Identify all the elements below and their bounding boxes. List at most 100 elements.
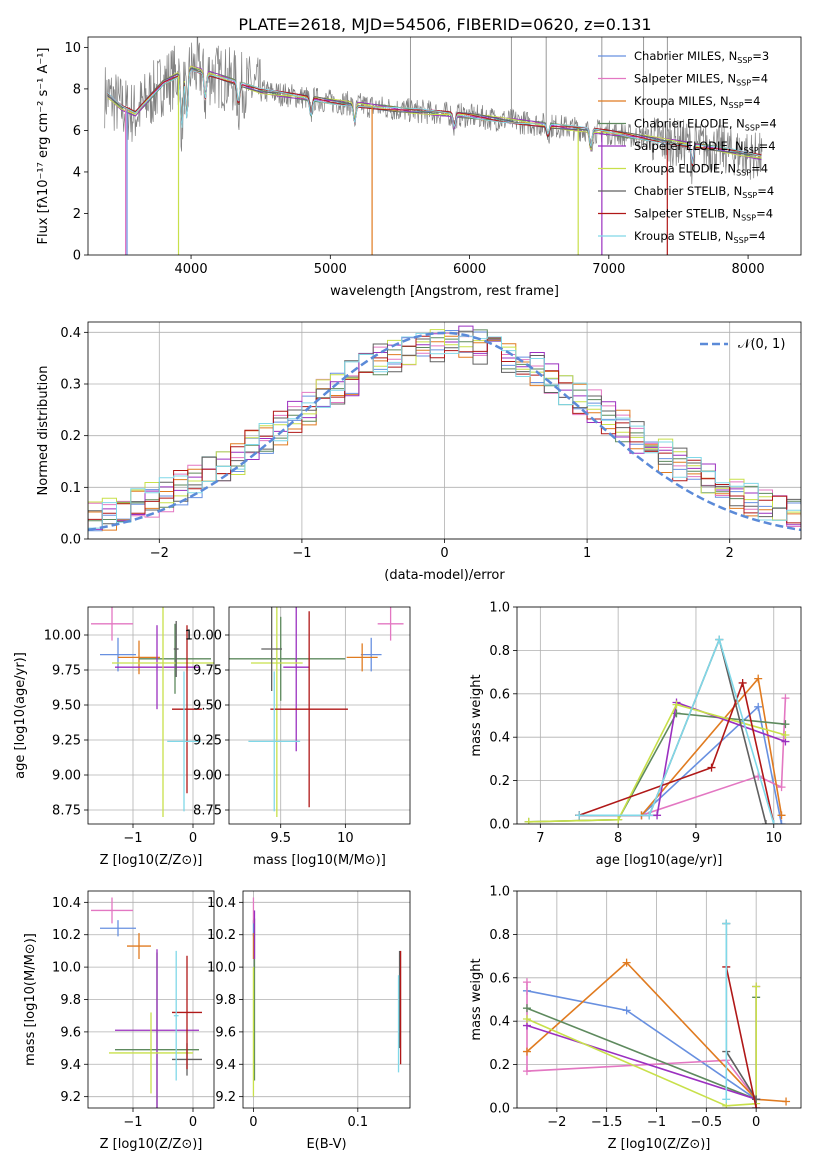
mass-weight-marker [715,635,724,644]
y-tick-label: 10.4 [207,896,236,911]
x-tick-label: 10 [337,831,354,846]
y-tick-label: 9.8 [215,993,236,1008]
x-tick-label: 4000 [175,262,208,277]
x-tick-label: −1.5 [591,1115,623,1130]
mass-weight-marker [522,1047,531,1056]
x-tick-label: 7000 [592,262,625,277]
x-tick-label: 8 [614,831,622,846]
legend-subscript: SSP [736,169,751,178]
x-axis-label: (data-model)/error [384,568,505,583]
legend-value: =4 [756,207,773,221]
mass-weight-marker [782,1097,791,1106]
legend-value: =4 [760,117,777,131]
y-tick-label: 9.75 [193,664,222,679]
mass-weight-marker [622,1006,631,1015]
x-tick-label: 0 [189,831,197,846]
x-tick-label: −1 [647,1115,666,1130]
y-tick-label: 9.25 [52,734,81,749]
y-axis-label: mass [log10(M/M⊙)] [23,933,38,1066]
y-axis-label: mass weight [469,674,484,756]
y-tick-label: 0.3 [60,378,81,393]
y-tick-label: 0.0 [489,818,510,833]
axes-frame [87,890,215,1109]
y-tick-label: 10.2 [52,928,81,943]
mass-weight-marker [522,1067,531,1076]
mass-weight-line [526,990,758,1108]
x-axis-label: mass [log10(M/M⊙)] [253,853,386,868]
y-tick-label: 9.2 [60,1090,81,1105]
mass-weight-marker [672,700,681,709]
y-axis-label: mass weight [469,958,484,1040]
axes-frame [87,36,802,256]
axes-frame [516,890,802,1109]
y-tick-label: 8 [73,82,81,97]
mass-weight-marker [777,811,786,820]
mass-weight-marker [761,820,770,824]
y-tick-label: 0.4 [489,731,510,746]
mass-weight-line [526,982,757,1100]
x-tick-label: 2 [726,546,734,561]
mass-weight-marker [754,674,763,683]
mass-weight-line [526,986,758,1101]
y-tick-label: 0.1 [60,481,81,496]
mass-weight-marker [645,811,654,820]
y-axis-label: age [log10(age/yr)] [13,652,28,779]
y-tick-label: 9.4 [215,1058,236,1073]
legend-label: Kroupa MILES, NSSP=4 [634,94,760,110]
y-tick-label: 9.25 [193,734,222,749]
legend-subscript: SSP [742,191,757,200]
y-tick-label: 0.6 [489,971,510,986]
x-tick-label: −2 [150,546,169,561]
mass-weight-marker [522,1015,531,1024]
y-tick-label: 9.00 [193,769,222,784]
y-tick-label: 9.50 [52,699,81,714]
x-tick-label: −2 [547,1115,566,1130]
spectrum-panel: 4000 5000 6000 7000 8000 0 2 4 6 8 10 wavelength [A… [36,36,802,299]
y-tick-label: 9.6 [60,1025,81,1040]
x-axis-label: Z [log10(Z/Z⊙)] [608,1137,711,1152]
x-axis-label: Z [log10(Z/Z⊙)] [100,853,203,868]
y-tick-label: 10.0 [52,961,81,976]
axes-frame [87,321,802,540]
mass-weight-marker [575,811,584,820]
x-tick-label: 9 [692,831,700,846]
x-axis-label: wavelength [Angstrom, rest frame] [330,284,559,299]
y-tick-label: 10.00 [44,629,81,644]
x-tick-label: 10 [765,831,782,846]
mass-weight-marker [522,1004,531,1013]
legend-subscript: SSP [745,124,760,133]
mass-weight-marker [622,958,631,967]
x-tick-label: 0 [189,1115,197,1130]
spectrum-legend: Chabrier MILES, NSSP=3 Salpeter MILES, NS… [598,49,777,245]
legend-value: =4 [751,72,768,86]
figure-title: PLATE=2618, MJD=54506, FIBERID=0620, z=0… [238,15,651,34]
mass-weight-marker [754,702,763,711]
legend-value: =4 [744,94,761,108]
y-tick-label: 1.0 [489,885,510,900]
mass-weight-line [526,997,758,1101]
x-tick-label: 5000 [314,262,347,277]
mass-weight-line [578,680,775,824]
mass-weight-marker [524,817,533,824]
y-axis-label: Flux [fλ10⁻¹⁷ erg cm⁻² s⁻¹ A⁻¹] [36,48,51,245]
legend-label: Kroupa STELIB, NSSP=4 [634,229,765,245]
y-tick-label: 9.50 [193,699,222,714]
y-tick-label: 0.4 [489,1015,510,1030]
legend-value: =4 [749,229,766,243]
legend-subscript: SSP [736,79,751,88]
mass-weight-line [579,636,767,824]
legend-subscript: SSP [729,101,744,110]
y-axis-label: Normed distribution [36,366,51,496]
x-tick-label: −1 [123,831,142,846]
y-tick-label: 0.8 [489,928,510,943]
model-line [107,70,762,164]
x-tick-label: 1 [583,546,591,561]
legend-subscript: SSP [737,56,752,65]
legend-subscript: SSP [741,214,756,223]
y-tick-label: 8.75 [52,804,81,819]
y-tick-label: 8.75 [193,804,222,819]
y-tick-label: 0.4 [60,326,81,341]
weight_vs_age-panel: 7 8 9 10 0.0 0.2 0.4 0.6 0.8 1.0 age [log10(age/yr… [469,601,802,868]
legend-subscript: SSP [734,236,749,245]
normal-reference-curve [88,331,801,532]
